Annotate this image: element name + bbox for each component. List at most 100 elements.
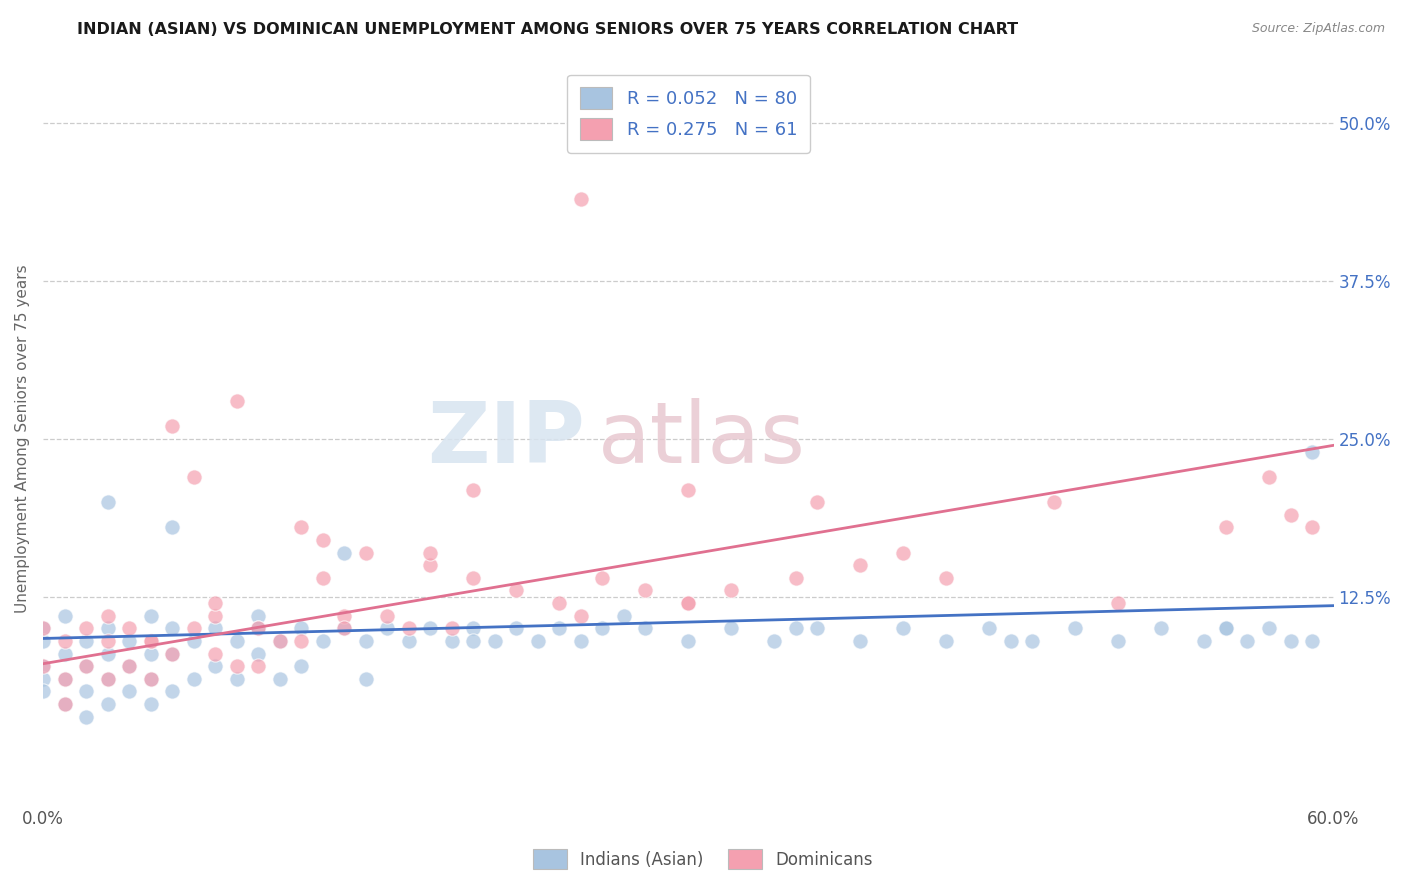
Point	[375, 608, 398, 623]
Point	[440, 634, 463, 648]
Point	[269, 634, 291, 648]
Point	[97, 672, 120, 686]
Point	[569, 634, 592, 648]
Point	[1236, 634, 1258, 648]
Point	[1301, 444, 1323, 458]
Point	[247, 659, 270, 673]
Point	[463, 483, 485, 497]
Point	[979, 621, 1001, 635]
Point	[290, 520, 312, 534]
Point	[312, 533, 335, 547]
Point	[505, 621, 527, 635]
Point	[139, 672, 162, 686]
Point	[591, 621, 613, 635]
Point	[53, 697, 76, 711]
Point	[333, 621, 356, 635]
Point	[398, 621, 420, 635]
Point	[160, 647, 183, 661]
Point	[1279, 508, 1302, 522]
Point	[247, 621, 270, 635]
Point	[440, 621, 463, 635]
Text: atlas: atlas	[598, 398, 806, 481]
Point	[139, 608, 162, 623]
Point	[1258, 470, 1281, 484]
Point	[720, 583, 742, 598]
Point	[354, 634, 377, 648]
Point	[97, 647, 120, 661]
Point	[333, 621, 356, 635]
Point	[97, 672, 120, 686]
Point	[290, 634, 312, 648]
Point	[204, 647, 226, 661]
Point	[118, 659, 141, 673]
Point	[204, 621, 226, 635]
Point	[312, 571, 335, 585]
Point	[463, 571, 485, 585]
Point	[225, 672, 247, 686]
Point	[247, 608, 270, 623]
Point	[527, 634, 550, 648]
Text: INDIAN (ASIAN) VS DOMINICAN UNEMPLOYMENT AMONG SENIORS OVER 75 YEARS CORRELATION: INDIAN (ASIAN) VS DOMINICAN UNEMPLOYMENT…	[77, 22, 1018, 37]
Point	[97, 634, 120, 648]
Point	[634, 621, 657, 635]
Point	[53, 647, 76, 661]
Point	[118, 684, 141, 698]
Point	[1301, 520, 1323, 534]
Point	[1301, 634, 1323, 648]
Point	[160, 520, 183, 534]
Point	[290, 659, 312, 673]
Point	[75, 621, 97, 635]
Point	[160, 647, 183, 661]
Point	[678, 596, 700, 610]
Point	[32, 634, 55, 648]
Point	[247, 647, 270, 661]
Point	[160, 621, 183, 635]
Point	[785, 621, 807, 635]
Point	[225, 394, 247, 409]
Point	[53, 608, 76, 623]
Point	[375, 621, 398, 635]
Legend: Indians (Asian), Dominicans: Indians (Asian), Dominicans	[523, 838, 883, 880]
Point	[333, 608, 356, 623]
Point	[354, 546, 377, 560]
Point	[247, 621, 270, 635]
Point	[53, 697, 76, 711]
Point	[1043, 495, 1066, 509]
Point	[1107, 596, 1129, 610]
Point	[32, 621, 55, 635]
Point	[1215, 520, 1237, 534]
Point	[32, 659, 55, 673]
Point	[118, 659, 141, 673]
Point	[678, 483, 700, 497]
Point	[183, 470, 205, 484]
Point	[97, 621, 120, 635]
Point	[1279, 634, 1302, 648]
Point	[32, 659, 55, 673]
Point	[139, 697, 162, 711]
Point	[1194, 634, 1216, 648]
Point	[53, 672, 76, 686]
Point	[935, 634, 957, 648]
Legend: R = 0.052   N = 80, R = 0.275   N = 61: R = 0.052 N = 80, R = 0.275 N = 61	[567, 75, 810, 153]
Point	[678, 596, 700, 610]
Point	[139, 634, 162, 648]
Point	[160, 419, 183, 434]
Point	[548, 621, 571, 635]
Point	[97, 495, 120, 509]
Y-axis label: Unemployment Among Seniors over 75 years: Unemployment Among Seniors over 75 years	[15, 265, 30, 614]
Point	[269, 672, 291, 686]
Point	[53, 634, 76, 648]
Point	[312, 634, 335, 648]
Point	[32, 621, 55, 635]
Point	[505, 583, 527, 598]
Point	[32, 684, 55, 698]
Point	[1000, 634, 1022, 648]
Point	[893, 546, 915, 560]
Point	[225, 634, 247, 648]
Point	[1150, 621, 1173, 635]
Point	[204, 596, 226, 610]
Point	[139, 634, 162, 648]
Point	[333, 546, 356, 560]
Point	[1215, 621, 1237, 635]
Point	[53, 672, 76, 686]
